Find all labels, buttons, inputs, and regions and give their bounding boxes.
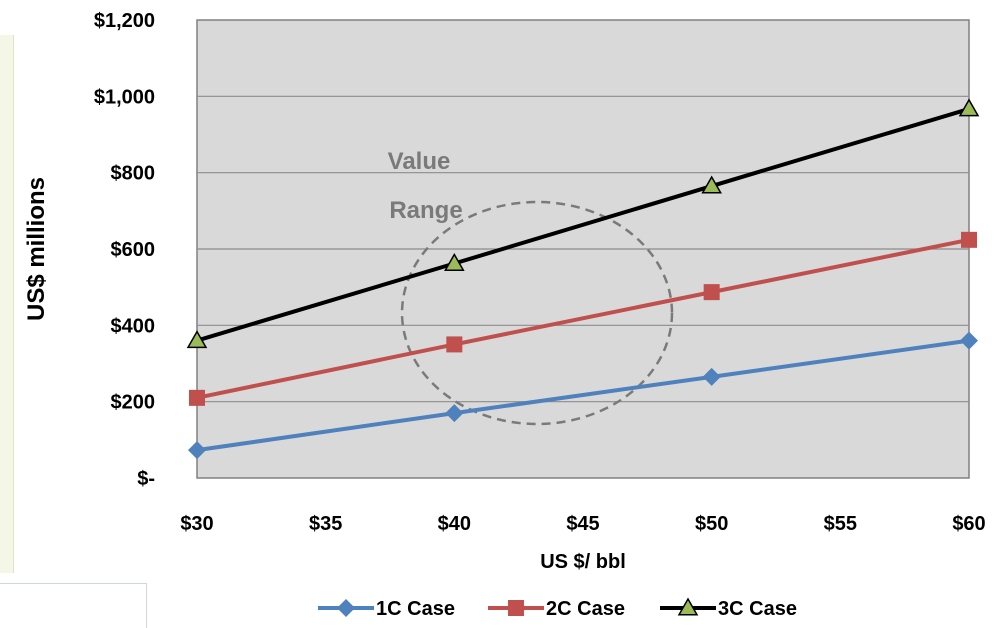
annotation-value: Value (388, 148, 451, 175)
y-axis-title: US$ millions (23, 177, 50, 321)
series-line (196, 237, 970, 400)
side-panel (0, 35, 14, 573)
legend-item: 1C Case (318, 598, 455, 620)
legend-label: 2C Case (546, 598, 625, 620)
data-point (444, 252, 465, 272)
annotation-range: Range (389, 197, 462, 224)
data-point (958, 98, 980, 117)
y-tick-label: $600 (111, 239, 156, 261)
y-tick-label: $1,000 (94, 86, 155, 108)
x-tick-label: $35 (309, 513, 342, 535)
data-point (188, 441, 206, 460)
data-point (186, 330, 208, 349)
legend-marker (337, 599, 355, 617)
y-tick-label: $800 (111, 163, 156, 185)
y-tick-label: $1,200 (94, 10, 155, 32)
series-2c-case (189, 231, 977, 406)
x-tick-label: $50 (695, 513, 728, 535)
x-tick-label: $45 (566, 513, 599, 535)
data-point (701, 175, 722, 194)
series-layer (186, 98, 980, 460)
series-line (196, 338, 970, 453)
data-point (446, 336, 463, 353)
y-tick-label: $400 (111, 315, 156, 337)
bottom-panel (0, 583, 147, 628)
y-tick-labels: $- $200 $400 $600 $800 $1,000 $1,200 (94, 10, 155, 490)
x-tick-label: $30 (180, 513, 213, 535)
value-range-ellipse (400, 200, 674, 426)
series-1c-case (188, 331, 978, 460)
legend-label: 3C Case (718, 598, 797, 620)
data-point (445, 404, 464, 423)
x-tick-labels: $30 $35 $40 $45 $50 $55 $60 (180, 513, 985, 535)
data-point (702, 367, 721, 386)
y-tick-label: $- (137, 468, 155, 490)
x-tick-label: $40 (438, 513, 471, 535)
series-3c-case (186, 98, 980, 349)
legend-item: 2C Case (488, 598, 625, 620)
x-tick-label: $60 (952, 513, 985, 535)
legend: 1C Case 2C Case 3C Case (318, 597, 797, 620)
legend-marker (677, 597, 699, 616)
legend-label: 1C Case (376, 598, 455, 620)
y-tick-label: $200 (111, 392, 156, 414)
data-point (961, 231, 977, 248)
legend-marker (508, 600, 524, 616)
data-point (960, 331, 978, 350)
x-tick-label: $55 (824, 513, 857, 535)
data-point (703, 284, 720, 301)
legend-item: 3C Case (660, 597, 797, 620)
series-line (196, 107, 970, 343)
x-axis-title: US $/ bbl (540, 551, 626, 573)
data-point (189, 389, 205, 406)
gridlines (197, 95, 969, 403)
